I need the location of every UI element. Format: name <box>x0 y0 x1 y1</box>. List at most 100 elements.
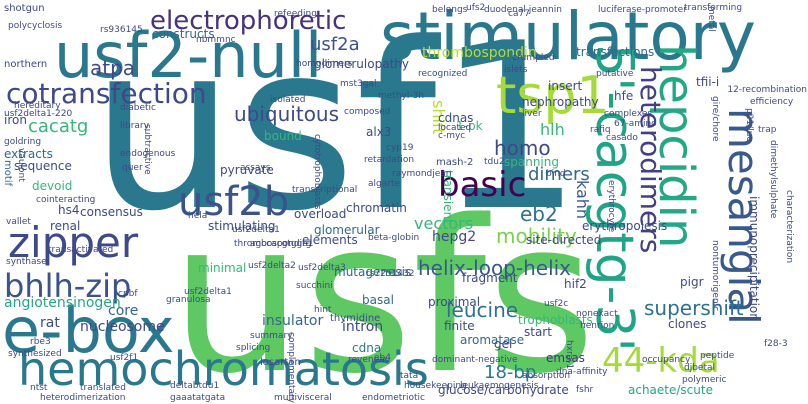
cloud-word: tdu2 <box>484 157 505 167</box>
cloud-word: hepg2 <box>432 229 477 245</box>
cloud-word: nonexact <box>576 309 618 319</box>
cloud-word: recognized <box>418 69 468 79</box>
cloud-word: synthase <box>6 257 47 267</box>
cloud-word: helix-loop-helix <box>418 256 572 280</box>
cloud-word: ntst <box>30 383 48 393</box>
cloud-word: ufs2 <box>466 3 486 13</box>
cloud-word: housekeeping <box>404 381 467 391</box>
cloud-word: rafiq <box>590 125 611 135</box>
cloud-word: c-myc <box>438 131 466 141</box>
cloud-word: absorption <box>522 371 571 381</box>
cloud-word: spanning <box>504 155 559 169</box>
cloud-word: putative <box>596 69 634 79</box>
cloud-word: usf2delta1-220 <box>4 109 73 119</box>
cloud-word: retardation <box>364 155 415 165</box>
cloud-word: hela <box>188 211 208 221</box>
cloud-word: beta-globin <box>368 233 420 243</box>
cloud-word: summary <box>250 331 293 341</box>
cloud-word: usf2-null <box>54 19 323 92</box>
cloud-word: achaete/scute <box>628 383 713 397</box>
cloud-word: raymondjean <box>392 169 452 179</box>
cloud-word: henrion <box>580 321 615 331</box>
cloud-word: liver <box>522 109 542 119</box>
cloud-word: nephropathy <box>522 95 599 109</box>
cloud-word: dominant-negative <box>432 355 518 365</box>
cloud-word: translated <box>80 383 126 393</box>
cloud-word: hif2 <box>564 277 587 291</box>
cloud-word: granulosa <box>166 295 211 305</box>
cloud-word: hlh <box>540 120 565 139</box>
cloud-word: synthesized <box>8 349 62 359</box>
cloud-word: transactivated <box>48 245 114 255</box>
cloud-word: hereditary <box>14 101 61 111</box>
cloud-word: cacatg <box>28 116 89 137</box>
cloud-word: renal <box>50 219 81 233</box>
cloud-word: 1-pk <box>456 119 483 133</box>
cloud-word: cytotrophoblasts <box>312 134 322 210</box>
cloud-word: islets <box>504 65 528 75</box>
cloud-word: isolated <box>270 95 306 105</box>
cloud-word: usfs <box>170 175 596 404</box>
cloud-word: subtractive <box>142 124 152 175</box>
cloud-word: cdna <box>352 341 382 355</box>
cloud-word: fshr <box>576 385 594 395</box>
cloud-word: splicing <box>236 343 271 353</box>
cloud-word: bind <box>546 169 566 179</box>
cloud-word: complexes <box>604 109 653 119</box>
cloud-word: polycyclosis <box>8 21 63 31</box>
cloud-word: diabetic <box>120 103 156 113</box>
cloud-word: glomerular <box>314 223 380 237</box>
cloud-word: hint <box>314 305 332 315</box>
cloud-word: chromatin <box>346 201 407 215</box>
cloud-word: losartan <box>260 357 301 368</box>
cloud-word: dimethylsulphate <box>768 140 778 219</box>
cloud-word: mash-2 <box>436 157 474 168</box>
cloud-word: nbmmnc <box>196 35 236 45</box>
cloud-word: efficiency <box>750 97 794 107</box>
cloud-word: homo <box>494 136 551 160</box>
cloud-word: cointeracting <box>36 195 96 205</box>
cloud-word: atpa <box>90 56 136 80</box>
cloud-word: cyp19 <box>386 143 414 153</box>
cloud-word: glucose/carbohydrate <box>438 383 569 397</box>
cloud-word: mst3gal <box>340 79 377 89</box>
cloud-word: usf2delta1 <box>184 287 232 297</box>
cloud-word: usf2a <box>310 34 360 55</box>
cloud-word: eb4 <box>374 353 391 363</box>
cloud-word: constructs <box>152 27 215 41</box>
cloud-word: shotgun <box>4 3 45 14</box>
cloud-word: endogenous <box>120 149 176 159</box>
cloud-word: succhini <box>296 281 333 291</box>
cloud-word: angiotensinogen <box>4 295 121 311</box>
cloud-word: sequence <box>14 159 72 173</box>
cloud-word: basic <box>438 165 527 205</box>
cloud-word: crumpled <box>512 53 555 63</box>
cloud-word: ca77 <box>508 9 530 19</box>
cloud-word: leukaemogenesis <box>460 381 539 391</box>
cloud-word: clones <box>668 317 707 331</box>
cloud-word: usf2delta3 <box>298 263 346 273</box>
cloud-word: vallet <box>6 217 31 227</box>
cloud-word: core <box>108 303 139 319</box>
cloud-word: minimal <box>198 261 247 275</box>
cloud-word: peptide <box>700 351 735 361</box>
cloud-word: endometriotic <box>362 393 425 403</box>
cloud-word: library <box>120 121 149 131</box>
cloud-word: 18-bp <box>484 362 537 383</box>
cloud-word: stimulating <box>208 219 276 233</box>
cloud-word: 67-amino <box>614 119 657 129</box>
cloud-word: basal <box>362 293 394 307</box>
cloud-word: cdnas <box>438 111 474 125</box>
cloud-word: iron <box>4 113 27 127</box>
cloud-word: heterodimerization <box>40 393 126 403</box>
cloud-word: supershift <box>644 296 744 320</box>
cloud-word: gaaatatgata <box>170 393 226 403</box>
cloud-word: motif <box>2 160 13 187</box>
cloud-word: usf2delta1 <box>232 225 280 235</box>
cloud-word: zipper <box>8 218 139 267</box>
cloud-word: thrombospondin1 <box>234 239 314 249</box>
cloud-word: proximal <box>428 295 481 309</box>
cloud-word: methyl-3h <box>378 91 425 101</box>
cloud-word: refeeding <box>274 9 317 19</box>
cloud-word: transforming <box>684 3 743 13</box>
